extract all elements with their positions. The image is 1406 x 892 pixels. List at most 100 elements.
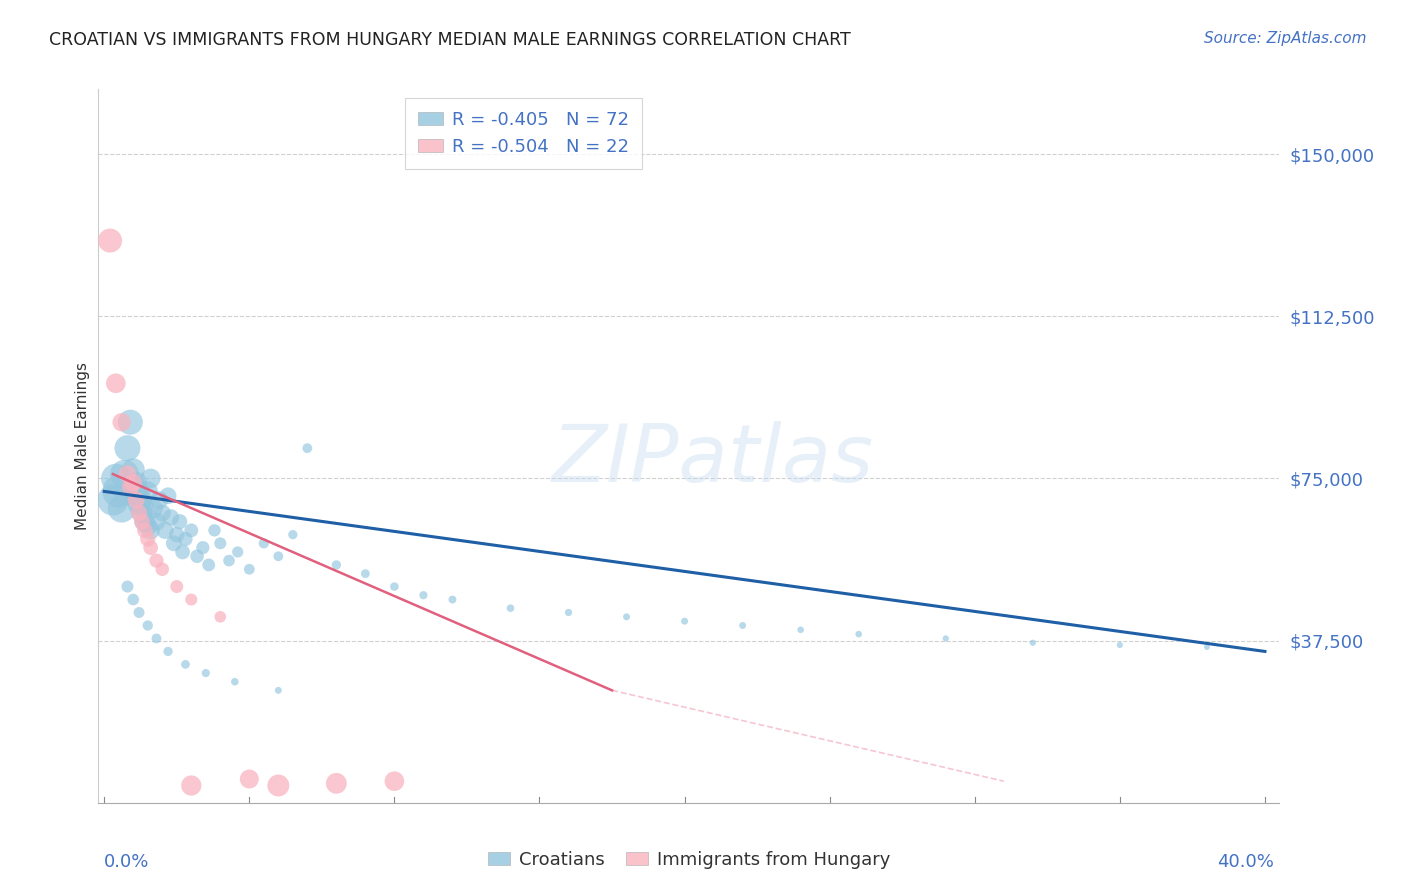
Point [157, 644, 180, 658]
Point [384, 580, 406, 594]
Point [125, 475, 148, 490]
Point [134, 501, 156, 516]
Point [224, 674, 246, 689]
Point [104, 376, 127, 391]
Point [166, 527, 188, 541]
Point [134, 524, 156, 538]
Point [145, 515, 167, 529]
Point [191, 541, 214, 555]
Point [267, 683, 290, 698]
Point [145, 553, 167, 567]
Point [139, 524, 162, 538]
Point [139, 471, 162, 485]
Y-axis label: Median Male Earnings: Median Male Earnings [75, 362, 90, 530]
Point [163, 536, 186, 550]
Point [412, 588, 434, 602]
Point [731, 618, 754, 632]
Point [131, 506, 153, 520]
Point [111, 501, 134, 516]
Point [125, 489, 148, 503]
Point [616, 610, 638, 624]
Point [122, 480, 145, 494]
Point [122, 475, 145, 490]
Text: 40.0%: 40.0% [1216, 853, 1274, 871]
Point [136, 519, 159, 533]
Point [128, 484, 150, 499]
Point [128, 497, 150, 511]
Point [180, 592, 202, 607]
Point [142, 501, 165, 516]
Point [174, 657, 197, 672]
Point [160, 510, 183, 524]
Point [166, 580, 188, 594]
Text: ZIPatlas: ZIPatlas [551, 421, 873, 500]
Point [117, 467, 139, 482]
Point [114, 467, 136, 482]
Point [128, 506, 150, 520]
Legend: Croatians, Immigrants from Hungary: Croatians, Immigrants from Hungary [481, 844, 897, 876]
Point [226, 545, 249, 559]
Point [174, 532, 197, 546]
Point [197, 558, 219, 572]
Point [131, 493, 153, 508]
Point [111, 415, 134, 429]
Point [186, 549, 208, 564]
Point [117, 441, 139, 455]
Point [267, 779, 290, 793]
Point [136, 532, 159, 546]
Point [499, 601, 522, 615]
Point [789, 623, 811, 637]
Point [128, 606, 150, 620]
Point [101, 493, 124, 508]
Point [107, 484, 129, 499]
Point [1195, 640, 1218, 654]
Point [150, 562, 173, 576]
Point [145, 632, 167, 646]
Text: 0.0%: 0.0% [104, 853, 149, 871]
Point [281, 527, 304, 541]
Point [441, 592, 464, 607]
Point [194, 666, 217, 681]
Point [98, 234, 121, 248]
Point [122, 592, 145, 607]
Point [120, 480, 142, 494]
Text: Source: ZipAtlas.com: Source: ZipAtlas.com [1204, 31, 1367, 46]
Point [238, 562, 260, 576]
Point [134, 515, 156, 529]
Point [354, 566, 377, 581]
Point [122, 463, 145, 477]
Point [136, 484, 159, 499]
Point [120, 415, 142, 429]
Point [935, 632, 957, 646]
Point [131, 515, 153, 529]
Point [157, 489, 180, 503]
Point [153, 524, 176, 538]
Point [557, 606, 579, 620]
Point [297, 441, 319, 455]
Point [172, 545, 194, 559]
Point [148, 493, 170, 508]
Point [180, 524, 202, 538]
Point [325, 776, 347, 790]
Point [169, 515, 191, 529]
Point [117, 580, 139, 594]
Point [180, 779, 202, 793]
Text: CROATIAN VS IMMIGRANTS FROM HUNGARY MEDIAN MALE EARNINGS CORRELATION CHART: CROATIAN VS IMMIGRANTS FROM HUNGARY MEDI… [49, 31, 851, 49]
Point [1022, 636, 1045, 650]
Point [204, 524, 226, 538]
Point [150, 506, 173, 520]
Point [104, 471, 127, 485]
Point [209, 610, 232, 624]
Point [139, 541, 162, 555]
Point [253, 536, 276, 550]
Point [125, 493, 148, 508]
Point [384, 774, 406, 789]
Point [848, 627, 870, 641]
Point [325, 558, 347, 572]
Point [267, 549, 290, 564]
Point [238, 772, 260, 786]
Point [136, 618, 159, 632]
Point [218, 553, 240, 567]
Point [1108, 638, 1130, 652]
Point [673, 614, 696, 628]
